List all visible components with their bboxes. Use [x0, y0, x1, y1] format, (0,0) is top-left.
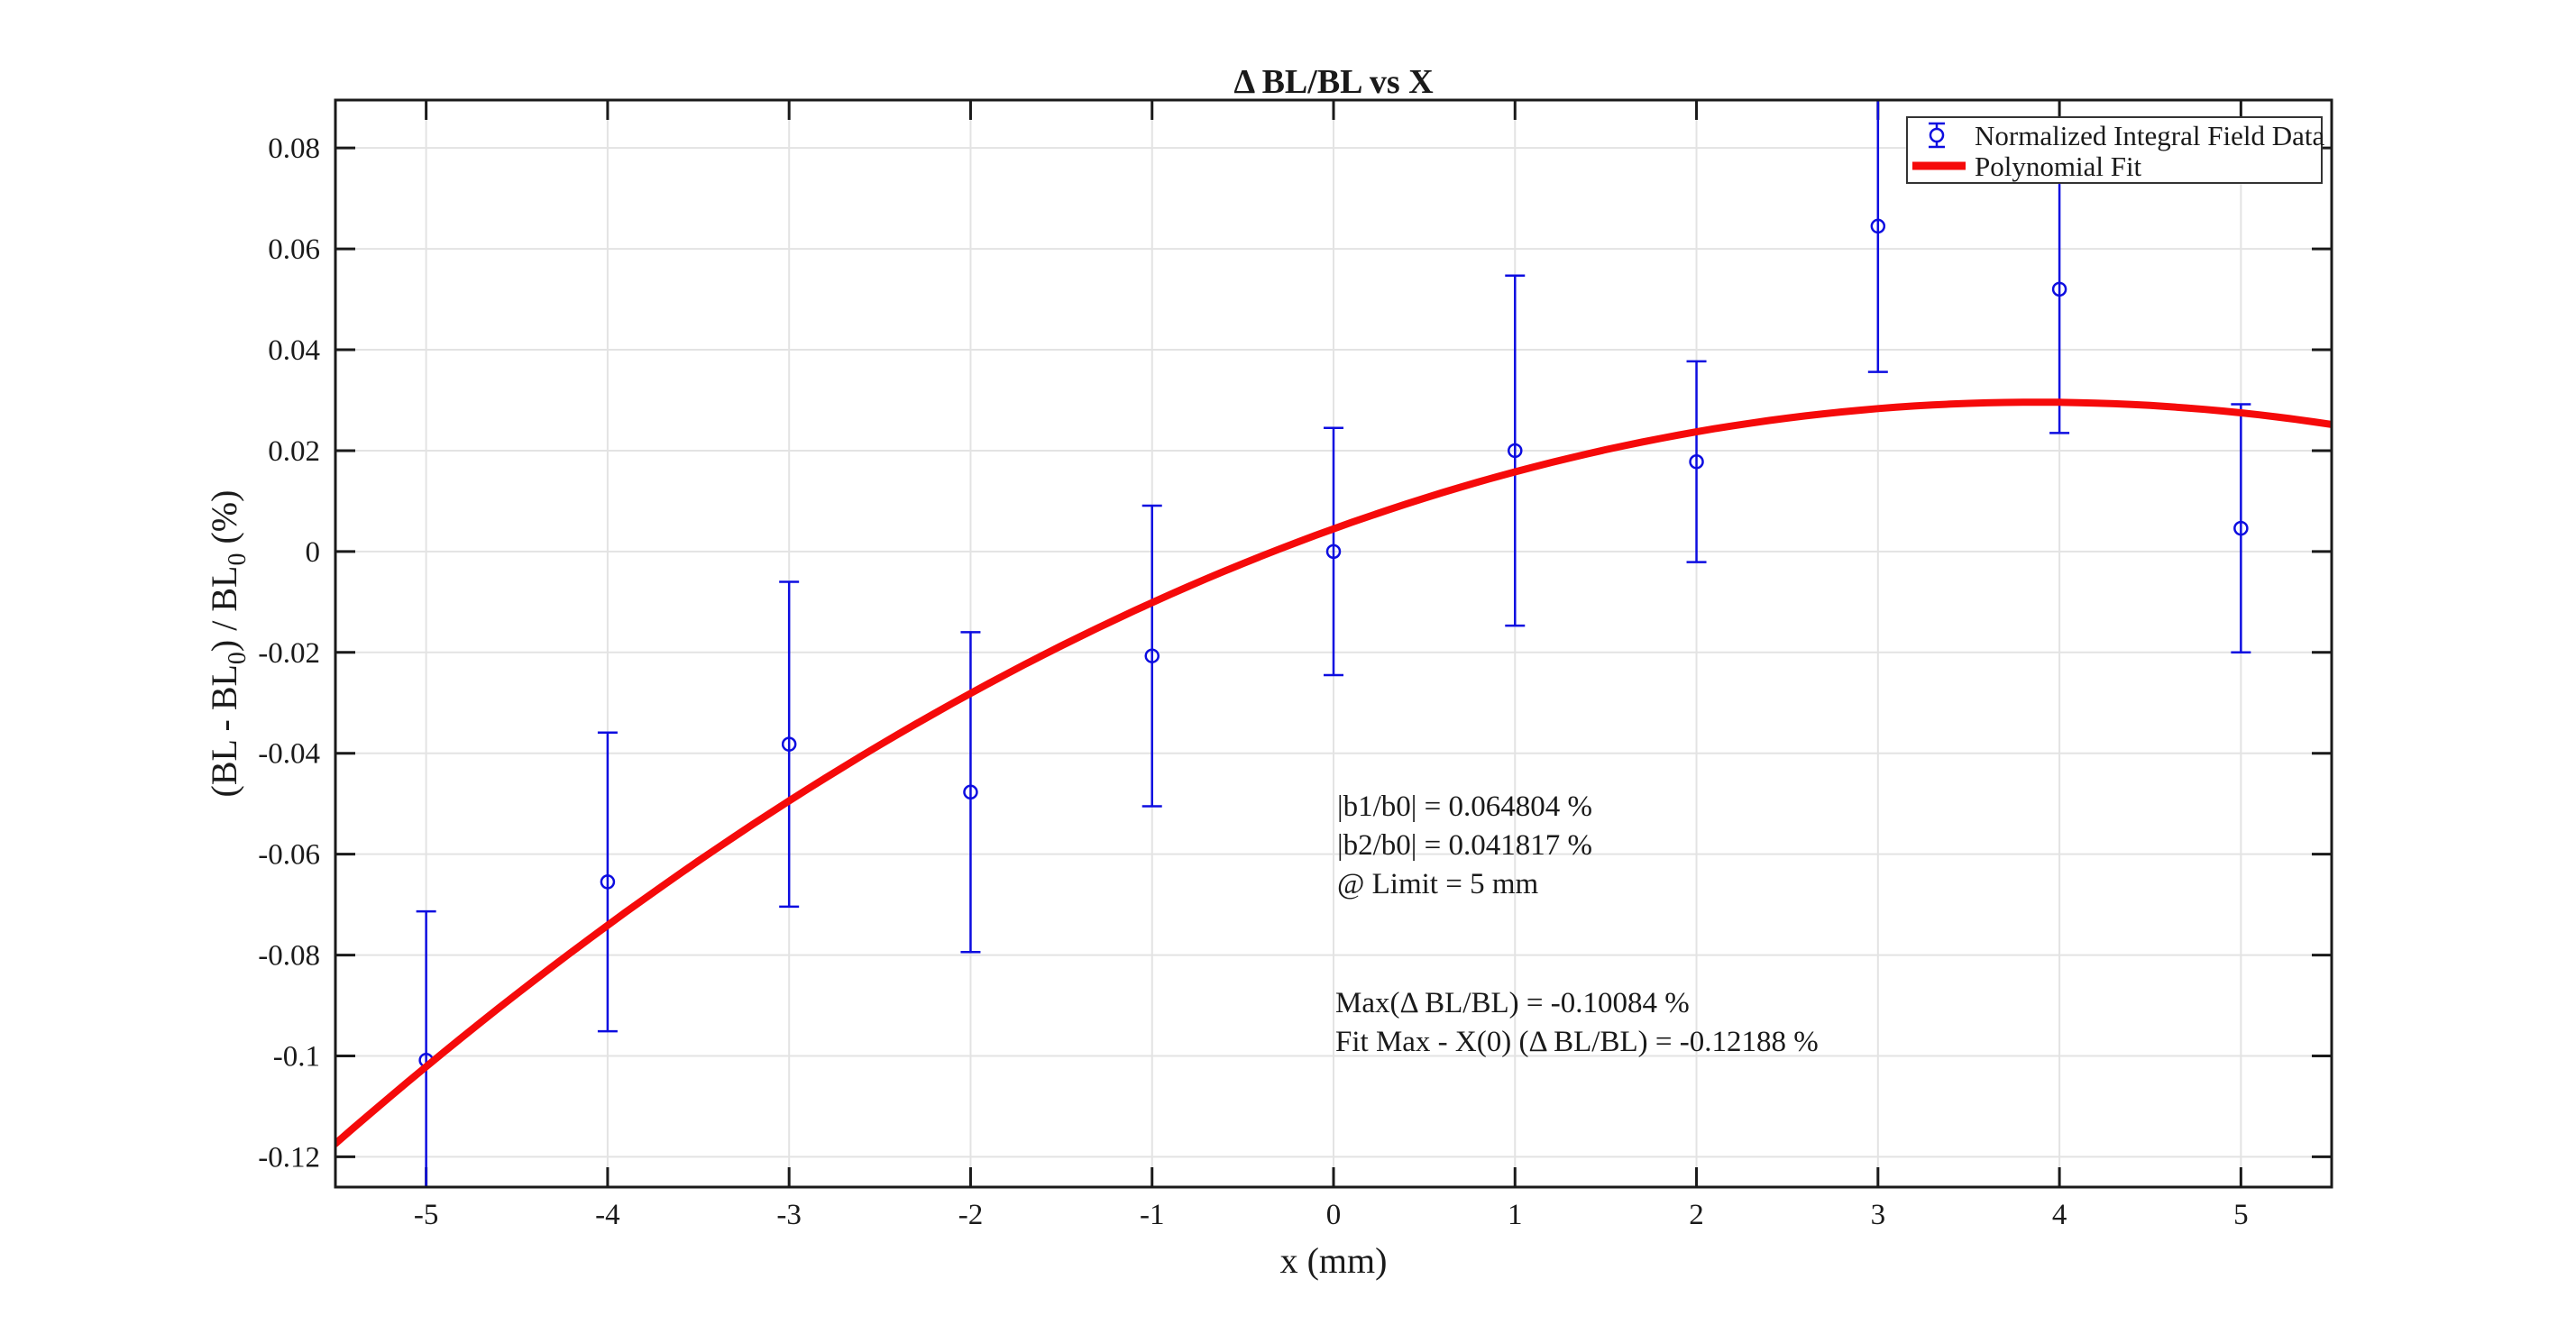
data-point-marker [1689, 454, 1704, 470]
tick-label: 2 [1689, 1199, 1704, 1231]
data-point-group [1324, 426, 1343, 677]
chart-title: Δ BL/BL vs X [1233, 63, 1433, 101]
legend-box [1906, 116, 2323, 184]
data-point-group [779, 580, 800, 909]
tick-label: 4 [2052, 1199, 2067, 1231]
x-tick-labels: -5 -4 -3 -2 -1 0 1 2 3 4 5 [414, 1199, 2249, 1231]
data-point-marker [2051, 281, 2067, 297]
tick-label: 0 [306, 536, 321, 569]
axes-box [334, 98, 2333, 1189]
legend-label-data: Normalized Integral Field Data [1975, 120, 2324, 151]
errorbar-circle-icon [1929, 122, 1945, 149]
fit-line [335, 398, 2332, 1147]
data-point-group [2231, 403, 2251, 654]
legend-label-fit: Polynomial Fit [1975, 151, 2142, 182]
tick-label: -0.04 [258, 738, 320, 771]
data-layer [335, 100, 2332, 1187]
annotation-fit-coefficients: |b1/b0| = 0.064804 % |b2/b0| = 0.041817 … [1337, 790, 1600, 900]
data-point-marker [1508, 443, 1523, 459]
data-point-marker [781, 736, 797, 752]
data-point-marker [1325, 544, 1342, 560]
data-point-group [1141, 504, 1162, 808]
plot-area: -5 -4 -3 -2 -1 0 1 2 3 4 5 -0.12 -0.1 -0.08 -0.06 -0.04… [258, 100, 2332, 1231]
tick-label: -5 [414, 1199, 439, 1231]
tick-label: 0.08 [268, 132, 320, 165]
data-point-marker [2233, 520, 2249, 536]
data-point-marker [963, 784, 978, 800]
y-tick-labels: -0.12 -0.1 -0.08 -0.06 -0.04 -0.02 0 0.02 0.04 0.… [258, 132, 320, 1174]
tick-label: -0.1 [273, 1040, 320, 1073]
data-point-group [597, 731, 618, 1033]
tick-label: -1 [1140, 1199, 1165, 1231]
data-point-marker [1144, 648, 1160, 663]
x-axis-label: x (mm) [1280, 1240, 1388, 1281]
error-bar-series [416, 100, 2251, 1187]
tick-label: -0.08 [258, 940, 320, 973]
tick-label: -3 [776, 1199, 802, 1231]
annotation-max-values: Max(Δ BL/BL) = -0.10084 % Fit Max - X(0)… [1335, 987, 1819, 1058]
tick-label: -0.12 [258, 1141, 320, 1174]
tick-label: 3 [1871, 1199, 1886, 1231]
tick-label: 0.02 [268, 435, 320, 468]
y-axis-label: (BL - BL0) / BL0 (%) [204, 490, 252, 798]
tick-label: 1 [1508, 1199, 1523, 1231]
data-point-marker [600, 874, 616, 890]
tick-label: -0.06 [258, 839, 320, 872]
data-point-group [960, 631, 981, 954]
data-point-group [1867, 100, 1888, 373]
tick-label: -2 [958, 1199, 984, 1231]
data-point-group [1686, 360, 1707, 563]
data-point-group [1505, 274, 1526, 627]
legend: Normalized Integral Field Data Polynomia… [1906, 116, 2324, 184]
data-point-marker [1870, 218, 1886, 234]
tick-label: 0 [1326, 1199, 1342, 1231]
tick-label: 0.06 [268, 233, 320, 266]
tick-label: -4 [595, 1199, 620, 1231]
tick-label: 0.04 [268, 334, 320, 367]
tick-label: -0.02 [258, 637, 320, 670]
tick-label: 5 [2233, 1199, 2249, 1231]
